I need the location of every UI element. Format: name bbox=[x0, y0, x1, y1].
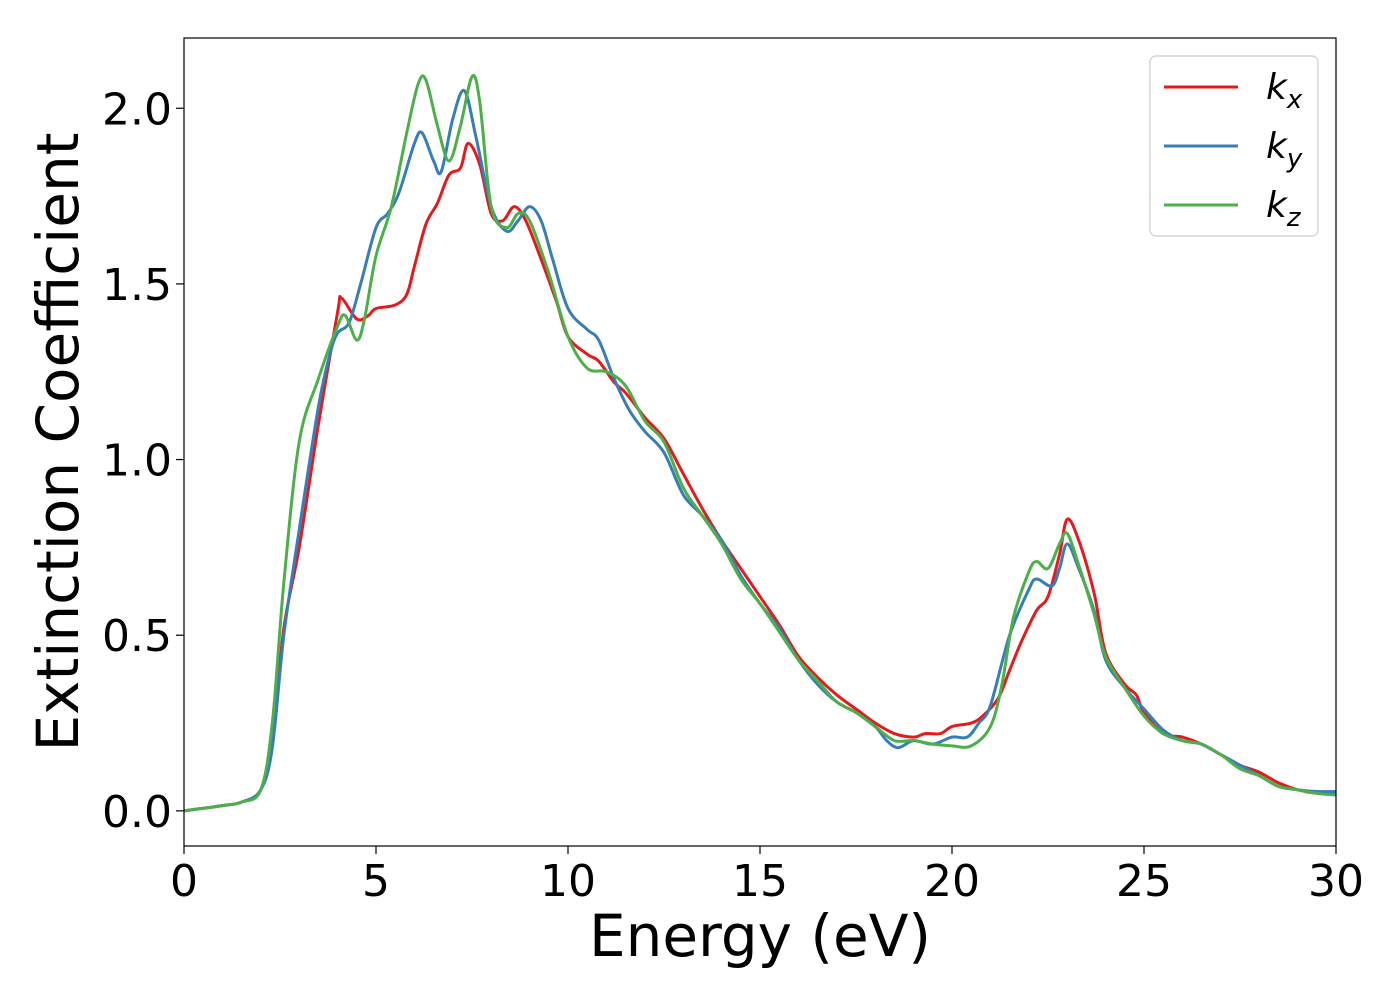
y-tick-label: 0.0 bbox=[102, 787, 172, 838]
x-tick-label: 25 bbox=[1116, 856, 1172, 907]
x-tick-label: 15 bbox=[732, 856, 788, 907]
y-axis-title: Extinction Coefficient bbox=[24, 133, 92, 752]
series-line-kx bbox=[183, 141, 1337, 813]
y-tick-label: 2.0 bbox=[102, 84, 172, 135]
legend-label-kx: kx bbox=[1266, 67, 1303, 115]
legend-label-ky: ky bbox=[1266, 126, 1303, 174]
y-tick-label: 1.0 bbox=[102, 436, 172, 487]
x-axis-title: Energy (eV) bbox=[589, 902, 931, 970]
series-layer bbox=[183, 74, 1337, 813]
x-tick-label: 20 bbox=[924, 856, 980, 907]
x-tick-label: 10 bbox=[540, 856, 596, 907]
series-line-kz bbox=[183, 74, 1337, 813]
y-tick-label: 1.5 bbox=[102, 260, 172, 311]
x-axis: 0 5 10 15 20 25 30 bbox=[170, 846, 1364, 907]
y-axis: 0.0 0.5 1.0 1.5 2.0 bbox=[102, 84, 184, 838]
x-tick-label: 0 bbox=[170, 856, 198, 907]
x-tick-label: 5 bbox=[362, 856, 390, 907]
y-tick-label: 0.5 bbox=[102, 611, 172, 662]
x-tick-label: 30 bbox=[1308, 856, 1364, 907]
